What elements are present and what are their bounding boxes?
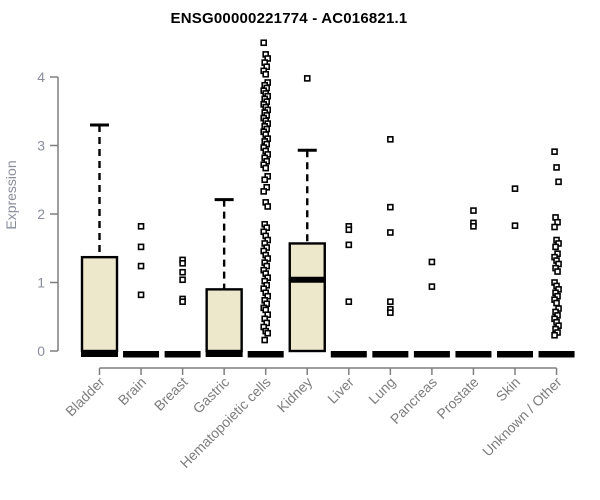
box-bladder <box>80 255 119 353</box>
y-tick-label: 4 <box>37 69 45 85</box>
outlier-point-liver <box>345 226 353 234</box>
outlier-point-brain <box>137 291 145 299</box>
y-tick-label: 1 <box>37 275 45 291</box>
collapsed-box-brain <box>123 351 160 358</box>
x-tick-label: Breast <box>151 374 191 414</box>
x-tick-label: Brain <box>115 374 149 408</box>
outlier-point-unknown-other <box>551 223 558 231</box>
outlier-point-hematopoietic-cells <box>262 70 270 78</box>
x-tick-label: Kidney <box>274 374 316 416</box>
outlier-point-lung <box>387 229 394 236</box>
outlier-point-brain <box>137 262 145 270</box>
outlier-point-hematopoietic-cells <box>260 39 268 47</box>
outlier-point-kidney <box>303 75 311 82</box>
x-tick-label: Bladder <box>62 374 108 420</box>
outlier-point-brain <box>137 243 145 251</box>
outlier-point-unknown-other <box>555 178 562 186</box>
x-tick-label: Lung <box>365 374 398 407</box>
outlier-point-breast <box>179 260 186 267</box>
outlier-point-lung <box>387 203 394 211</box>
collapsed-box-lung <box>372 351 409 358</box>
y-tick-label: 0 <box>37 343 45 359</box>
outlier-point-skin <box>511 185 519 192</box>
box-gastric <box>205 288 243 353</box>
x-tick-label: Prostate <box>433 374 481 422</box>
outlier-point-pancreas <box>428 258 436 266</box>
collapsed-box-pancreas <box>413 351 450 358</box>
outlier-point-unknown-other <box>551 148 558 155</box>
outlier-point-prostate <box>470 207 477 214</box>
outlier-point-hematopoietic-cells <box>261 176 269 184</box>
outlier-point-unknown-other <box>553 299 560 307</box>
outlier-point-brain <box>137 223 145 230</box>
outlier-point-lung <box>387 309 394 316</box>
chart-title: ENSG00000221774 - AC016821.1 <box>170 10 408 27</box>
x-tick-label: Liver <box>324 374 357 407</box>
collapsed-box-skin <box>497 351 533 358</box>
collapsed-box-hematopoietic-cells <box>247 351 284 358</box>
outlier-point-lung <box>387 136 394 143</box>
outlier-point-skin <box>511 222 519 229</box>
x-tick-label: Unknown / Other <box>479 374 565 460</box>
collapsed-box-unknown-other <box>538 351 575 358</box>
outlier-point-hematopoietic-cells <box>264 203 272 210</box>
outlier-point-unknown-other <box>553 164 560 171</box>
outlier-point-breast <box>179 276 186 284</box>
outlier-point-breast <box>179 268 186 276</box>
outlier-point-hematopoietic-cells <box>262 164 270 172</box>
collapsed-box-prostate <box>455 351 492 358</box>
outlier-point-unknown-other <box>552 243 559 251</box>
collapsed-box-liver <box>330 351 367 358</box>
outlier-point-liver <box>345 298 353 305</box>
collapsed-box-breast <box>164 351 201 358</box>
outlier-point-hematopoietic-cells <box>260 188 268 195</box>
outlier-point-hematopoietic-cells <box>261 336 269 344</box>
outlier-point-prostate <box>470 223 477 230</box>
outlier-point-unknown-other <box>551 331 558 339</box>
outlier-point-unknown-other <box>554 268 561 275</box>
outlier-point-liver <box>345 241 353 249</box>
outlier-point-breast <box>179 298 186 305</box>
outlier-point-pancreas <box>428 283 436 290</box>
box-kidney <box>288 242 326 353</box>
outlier-point-hematopoietic-cells <box>264 329 272 337</box>
y-tick-label: 2 <box>37 206 45 222</box>
x-tick-label: Skin <box>493 374 524 405</box>
outlier-point-lung <box>387 298 394 305</box>
y-tick-label: 3 <box>37 138 45 154</box>
